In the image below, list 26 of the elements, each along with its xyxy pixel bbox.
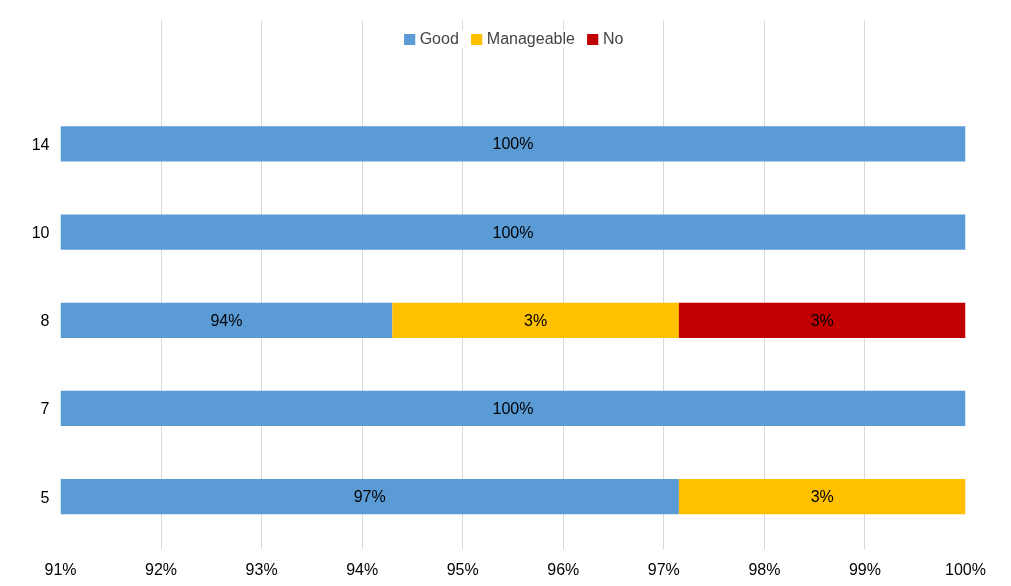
x-tick-label: 94% [346,560,379,578]
x-tick-label: 99% [848,560,881,578]
y-tick-label: 14 [31,135,50,153]
x-tick-label: 92% [145,560,178,578]
legend-label: Good [419,30,459,48]
data-label: 100% [492,399,534,417]
data-label: 97% [353,488,386,506]
x-tick-label: 91% [44,560,77,578]
x-tick-label: 100% [945,560,986,578]
x-tick-label: 97% [647,560,680,578]
y-tick-label: 7 [40,400,50,418]
data-label: 3% [810,488,834,506]
x-tick-label: 95% [446,560,479,578]
y-tick-label: 10 [31,224,50,242]
data-label: 100% [492,223,534,241]
x-tick-label: 98% [748,560,781,578]
legend-label: No [602,30,624,48]
x-tick-label: 93% [245,560,278,578]
y-tick-label: 5 [40,488,50,506]
x-tick-label: 96% [547,560,580,578]
data-label: 94% [210,311,243,329]
data-label: 100% [492,135,534,153]
data-label: 3% [810,311,834,329]
legend-label: Manageable [486,30,575,48]
data-label: 3% [524,311,548,329]
y-tick-label: 8 [40,312,50,330]
